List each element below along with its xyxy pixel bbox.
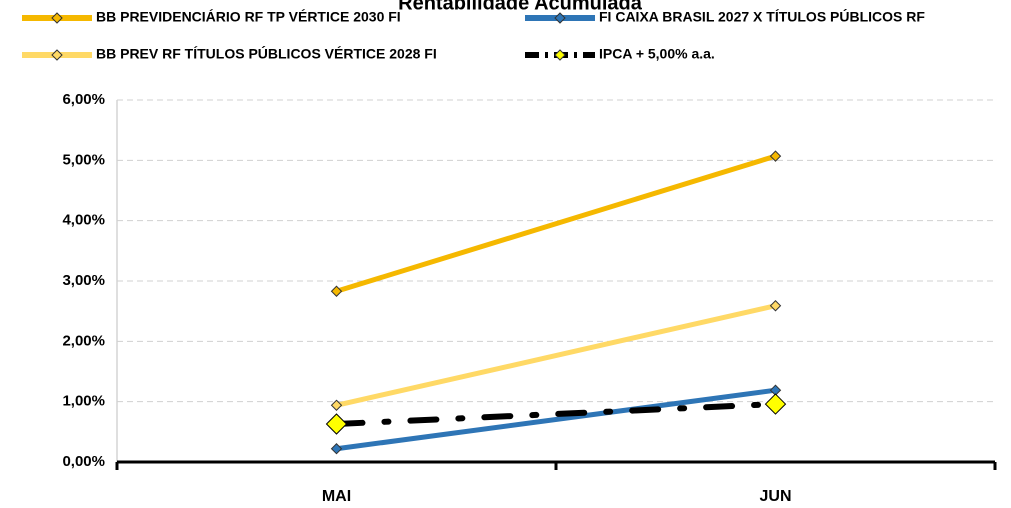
legend-marker xyxy=(51,49,63,61)
y-tick-label: 6,00% xyxy=(62,91,105,108)
chart-title: Rentabilidade Acumulada xyxy=(398,0,643,14)
legend-label: FI CAIXA BRASIL 2027 X TÍTULOS PÚBLICOS … xyxy=(599,8,925,25)
y-tick-label: 5,00% xyxy=(62,151,105,168)
y-tick-label: 3,00% xyxy=(62,272,105,289)
y-tick-label: 1,00% xyxy=(62,393,105,410)
y-tick-label: 0,00% xyxy=(62,453,105,470)
marker xyxy=(330,443,343,455)
series-line xyxy=(334,387,778,452)
y-tick-label: 4,00% xyxy=(62,212,105,229)
legend-marker xyxy=(51,12,63,24)
marker xyxy=(769,150,782,162)
series-line xyxy=(334,153,778,294)
marker xyxy=(764,393,787,415)
y-tick-label: 2,00% xyxy=(62,332,105,349)
x-tick-label: MAI xyxy=(322,488,351,505)
series-line xyxy=(333,401,779,427)
legend-marker xyxy=(554,49,566,61)
marker xyxy=(769,300,782,312)
legend-marker xyxy=(554,12,566,24)
legend-label: BB PREV RF TÍTULOS PÚBLICOS VÉRTICE 2028… xyxy=(96,45,437,62)
marker xyxy=(330,285,343,297)
x-tick-label: JUN xyxy=(759,488,791,505)
legend-label: BB PREVIDENCIÁRIO RF TP VÉRTICE 2030 FI xyxy=(96,9,401,25)
series-line xyxy=(334,303,778,408)
marker xyxy=(330,399,343,411)
marker xyxy=(325,413,348,435)
legend-label: IPCA + 5,00% a.a. xyxy=(599,46,715,62)
